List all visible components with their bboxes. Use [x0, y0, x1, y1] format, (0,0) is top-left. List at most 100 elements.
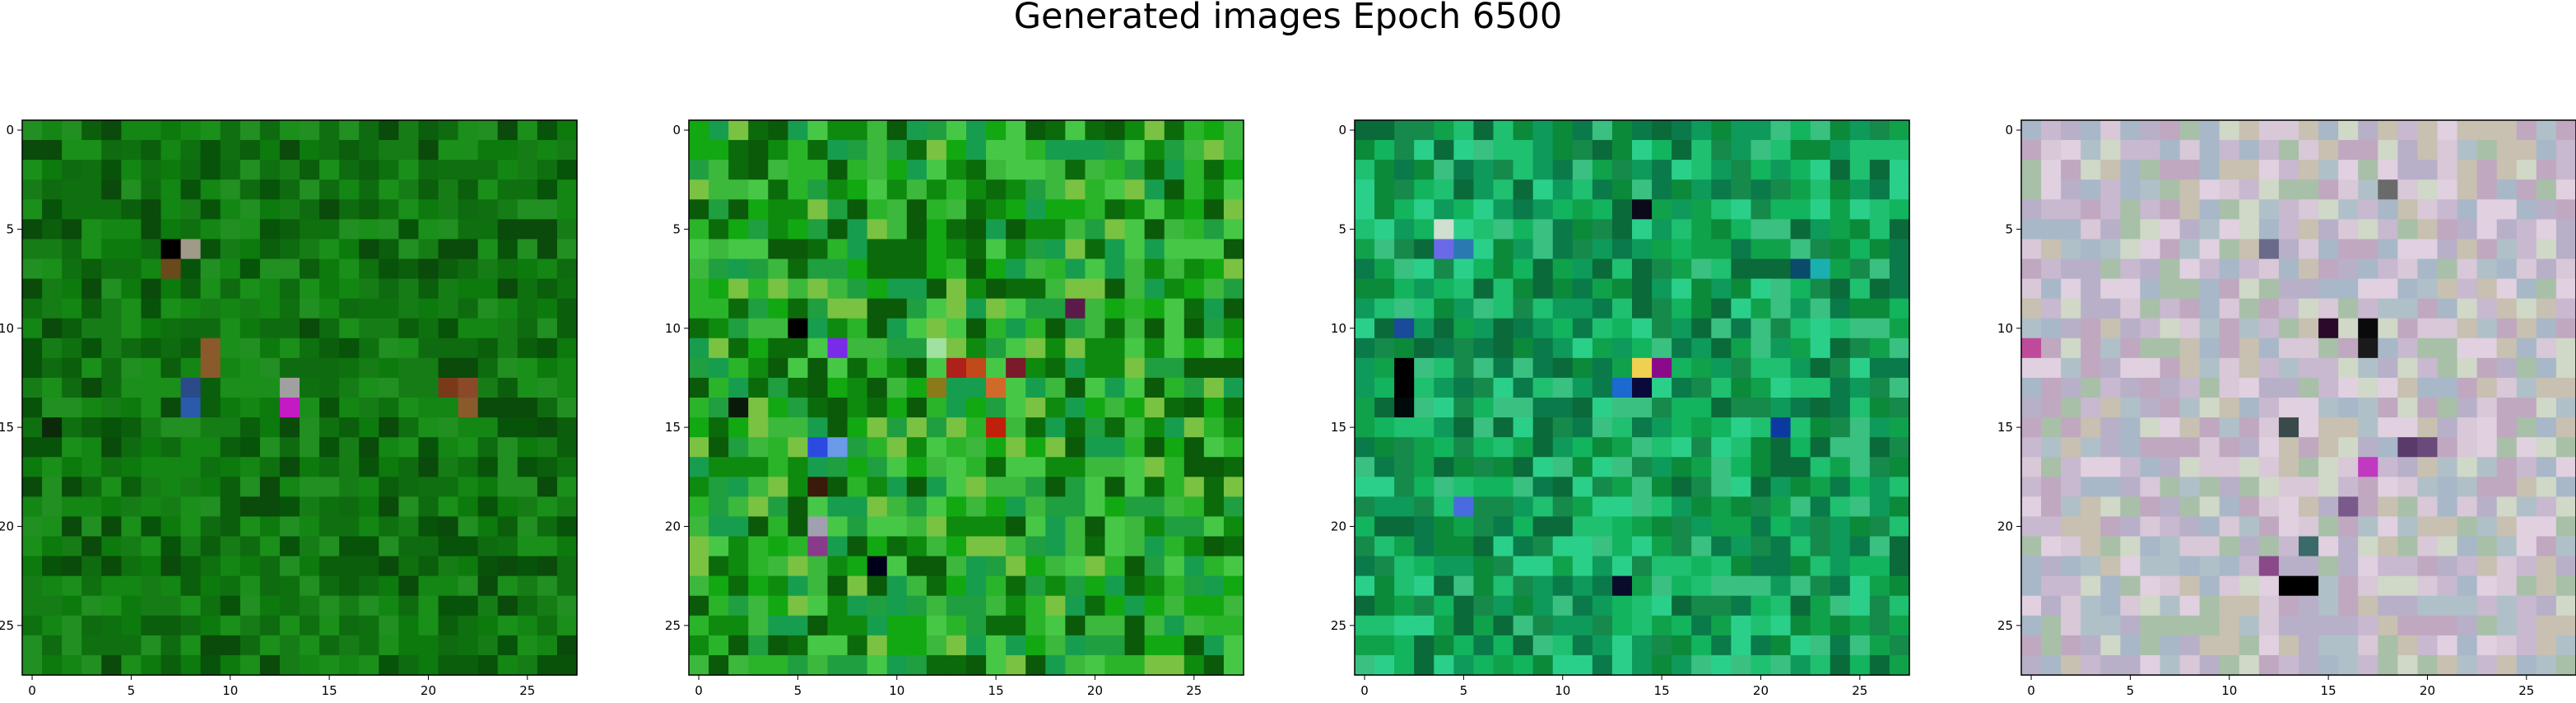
- pixel-cell: [2041, 377, 2062, 398]
- pixel-cell: [1085, 398, 1106, 418]
- y-tick-label: 25: [1997, 618, 2013, 633]
- pixel-cell: [497, 377, 518, 398]
- pixel-cell: [1124, 278, 1146, 300]
- pixel-cell: [926, 298, 947, 319]
- pixel-cell: [2160, 120, 2181, 141]
- pixel-cell: [1849, 140, 1871, 161]
- pixel-cell: [807, 219, 829, 240]
- pixel-cell: [200, 595, 221, 617]
- pixel-cell: [2239, 417, 2260, 438]
- pixel-cell: [1731, 338, 1752, 359]
- pixel-cell: [1025, 635, 1046, 656]
- pixel-cell: [1374, 496, 1395, 518]
- pixel-cell: [1104, 258, 1126, 280]
- pixel-cell: [2081, 477, 2101, 497]
- pixel-cell: [689, 536, 709, 557]
- pixel-cell: [807, 654, 829, 676]
- pixel-cell: [259, 318, 281, 339]
- pixel-cell: [1790, 496, 1811, 518]
- pixel-cell: [1493, 398, 1514, 418]
- pixel-cell: [1104, 595, 1126, 617]
- pixel-cell: [1731, 595, 1752, 617]
- pixel-cell: [1394, 477, 1415, 497]
- pixel-cell: [2219, 516, 2240, 538]
- pixel-cell: [1085, 556, 1106, 577]
- pixel-cell: [160, 140, 182, 161]
- pixel-cell: [2100, 654, 2121, 676]
- pixel-cell: [1183, 536, 1205, 557]
- pixel-cell: [477, 160, 499, 180]
- pixel-cell: [2378, 219, 2398, 240]
- pixel-cell: [2100, 239, 2121, 260]
- y-tick-label: 20: [0, 519, 14, 533]
- pixel-cell: [1889, 595, 1910, 617]
- pixel-cell: [1790, 516, 1811, 538]
- pixel-cell: [2239, 377, 2260, 398]
- pixel-cell: [438, 239, 459, 260]
- pixel-cell: [748, 258, 769, 280]
- pixel-cell: [300, 477, 320, 497]
- pixel-cell: [220, 179, 241, 200]
- pixel-cell: [1652, 179, 1672, 200]
- pixel-cell: [2516, 258, 2537, 280]
- pixel-cell: [1632, 199, 1653, 220]
- pixel-cell: [1830, 575, 1851, 597]
- pixel-cell: [220, 556, 241, 577]
- pixel-cell: [1025, 140, 1046, 161]
- pixel-cell: [537, 120, 558, 141]
- pixel-cell: [339, 298, 360, 319]
- pixel-cell: [728, 654, 749, 676]
- pixel-cell: [1045, 318, 1066, 339]
- pixel-cell: [2021, 615, 2042, 636]
- pixel-cell: [709, 199, 729, 220]
- pixel-cell: [1731, 140, 1752, 161]
- pixel-cell: [886, 199, 908, 220]
- pixel-cell: [867, 477, 888, 497]
- pixel-cell: [359, 179, 379, 200]
- pixel-cell: [1532, 377, 1554, 398]
- pixel-cell: [1124, 398, 1146, 418]
- pixel-cell: [1374, 615, 1395, 636]
- pixel-cell: [319, 437, 340, 458]
- pixel-cell: [2417, 377, 2439, 398]
- pixel-cell: [101, 338, 122, 359]
- pixel-cell: [2239, 318, 2260, 339]
- pixel-cell: [180, 199, 202, 220]
- pixel-cell: [827, 199, 849, 220]
- pixel-cell: [2397, 477, 2419, 497]
- pixel-cell: [1711, 575, 1732, 597]
- pixel-cell: [2041, 179, 2062, 200]
- pixel-cell: [2417, 120, 2439, 141]
- pixel-cell: [2219, 575, 2240, 597]
- pixel-cell: [1632, 556, 1653, 577]
- pixel-cell: [62, 239, 82, 260]
- pixel-cell: [220, 160, 241, 180]
- pixel-cell: [1849, 457, 1871, 477]
- pixel-cell: [2081, 140, 2101, 161]
- pixel-cell: [180, 575, 202, 597]
- pixel-cell: [1006, 496, 1026, 518]
- pixel-cell: [62, 377, 82, 398]
- pixel-cell: [827, 278, 849, 300]
- pixel-cell: [2457, 516, 2478, 538]
- pixel-cell: [1632, 615, 1653, 636]
- pixel-cell: [728, 199, 749, 220]
- pixel-cell: [477, 398, 499, 418]
- pixel-cell: [1164, 357, 1185, 379]
- pixel-cell: [1691, 179, 1712, 200]
- pixel-cell: [2457, 595, 2478, 617]
- pixel-cell: [1751, 516, 1772, 538]
- pixel-cell: [1006, 635, 1026, 656]
- pixel-cell: [788, 417, 809, 438]
- pixel-cell: [2318, 318, 2339, 339]
- pixel-cell: [2041, 199, 2062, 220]
- pixel-cell: [2417, 575, 2439, 597]
- pixel-cell: [1869, 417, 1890, 438]
- pixel-cell: [1006, 219, 1026, 240]
- pixel-cell: [1810, 357, 1831, 379]
- pixel-cell: [2219, 635, 2240, 656]
- pixel-cell: [141, 179, 162, 200]
- pixel-cell: [788, 615, 809, 636]
- pixel-cell: [379, 398, 399, 418]
- pixel-cell: [1183, 338, 1205, 359]
